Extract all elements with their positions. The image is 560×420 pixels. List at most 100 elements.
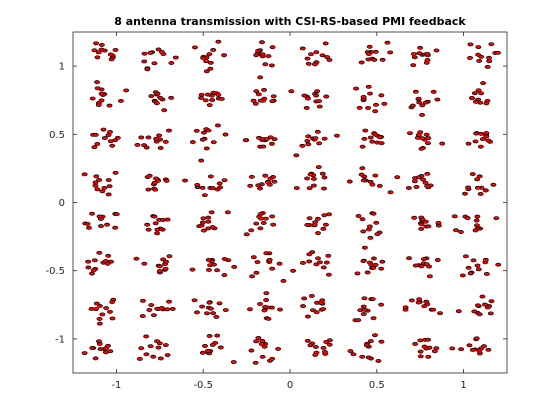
scatter-point — [247, 183, 254, 188]
scatter-point — [151, 61, 158, 66]
y-tick-label: -1 — [55, 334, 65, 345]
scatter-point — [304, 338, 311, 343]
scatter-point — [422, 100, 429, 105]
scatter-point — [203, 69, 210, 74]
scatter-point — [261, 344, 268, 349]
scatter-point — [366, 224, 373, 229]
scatter-point — [89, 211, 96, 216]
scatter-point — [166, 254, 173, 259]
scatter-point — [425, 141, 431, 146]
scatter-point — [484, 65, 491, 69]
scatter-point — [255, 336, 262, 340]
scatter-point — [360, 312, 367, 317]
scatter-point — [321, 175, 328, 180]
scatter-point — [86, 225, 92, 230]
scatter-point — [105, 343, 111, 348]
scatter-point — [207, 263, 214, 268]
scatter-point — [299, 143, 306, 148]
scatter-point — [143, 145, 150, 150]
scatter-point — [408, 298, 415, 303]
y-tick-label: 0.5 — [49, 130, 65, 141]
scatter-point — [376, 183, 383, 188]
scatter-point — [270, 94, 277, 99]
scatter-point — [204, 311, 210, 316]
scatter-point — [373, 102, 379, 107]
scatter-point — [104, 261, 111, 266]
scatter-point — [269, 99, 276, 104]
scatter-point — [462, 191, 468, 196]
scatter-point — [419, 113, 425, 117]
scatter-point — [363, 343, 370, 348]
scatter-point — [206, 103, 213, 108]
scatter-point — [144, 67, 151, 72]
scatter-point — [154, 227, 161, 232]
scatter-point — [402, 307, 409, 312]
scatter-point — [166, 299, 172, 304]
scatter-point — [214, 333, 221, 338]
scatter-point — [474, 303, 481, 308]
scatter-point — [207, 306, 214, 311]
scatter-point — [155, 47, 162, 52]
scatter-point — [361, 307, 368, 312]
scatter-point — [105, 178, 112, 183]
scatter-point — [293, 186, 300, 191]
scatter-point — [360, 259, 367, 264]
scatter-point — [203, 146, 210, 151]
scatter-point — [94, 187, 101, 192]
x-tick-label: -1 — [111, 380, 121, 391]
scatter-point — [306, 259, 313, 264]
scatter-point — [261, 88, 267, 92]
scatter-point — [95, 103, 102, 108]
scatter-point — [458, 230, 464, 234]
scatter-point — [370, 265, 377, 270]
scatter-point — [231, 264, 238, 269]
scatter-point — [123, 88, 130, 93]
scatter-point — [206, 300, 213, 305]
scatter-point — [478, 91, 485, 96]
scatter-point — [221, 178, 228, 183]
scatter-point — [418, 146, 425, 151]
scatter-point — [316, 141, 323, 146]
scatter-point — [147, 51, 154, 55]
scatter-point — [305, 142, 312, 147]
scatter-point — [261, 308, 268, 313]
scatter-point — [108, 57, 115, 62]
scatter-point — [139, 314, 146, 319]
scatter-point — [162, 139, 169, 144]
scatter-point — [157, 356, 164, 361]
scatter-point — [155, 345, 162, 350]
scatter-point — [91, 48, 98, 53]
y-tick-label: -0.5 — [45, 266, 65, 277]
scatter-point — [202, 98, 209, 103]
scatter-point — [258, 216, 265, 221]
scatter-point — [85, 265, 92, 270]
scatter-point — [359, 217, 366, 222]
scatter-point — [222, 308, 229, 312]
scatter-point — [418, 222, 425, 227]
scatter-point — [98, 42, 105, 47]
scatter-point — [422, 180, 429, 185]
scatter-point — [425, 224, 432, 229]
scatter-point — [248, 348, 255, 353]
scatter-point — [406, 256, 412, 261]
scatter-point — [158, 305, 165, 310]
scatter-point — [199, 137, 206, 142]
scatter-point — [466, 343, 473, 348]
scatter-point — [275, 346, 282, 351]
scatter-point — [425, 136, 432, 140]
scatter-point — [416, 297, 423, 302]
scatter-point — [358, 172, 365, 177]
scatter-point — [378, 266, 385, 271]
scatter-point — [299, 46, 306, 51]
scatter-point — [269, 356, 276, 361]
scatter-point — [218, 97, 225, 101]
scatter-point — [157, 95, 164, 100]
scatter-point — [365, 105, 372, 110]
scatter-point — [370, 316, 377, 321]
scatter-point — [324, 55, 331, 59]
scatter-point — [477, 144, 484, 149]
scatter-point — [269, 45, 276, 50]
scatter-point — [141, 261, 148, 266]
scatter-point — [314, 216, 321, 221]
